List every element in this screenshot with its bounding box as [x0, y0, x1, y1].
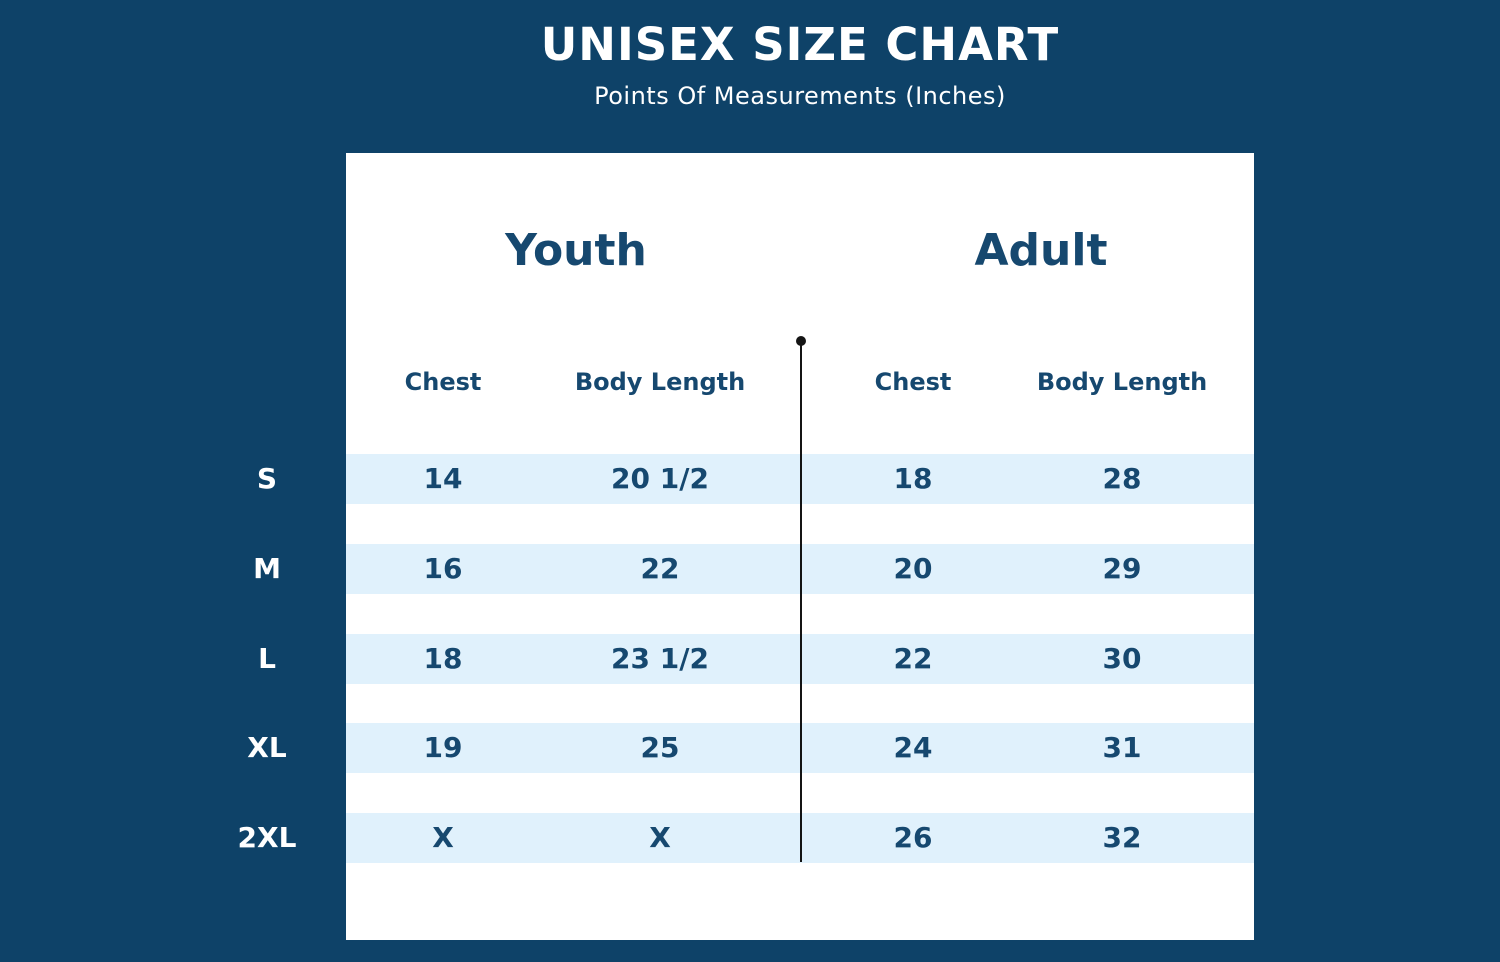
size-label: XL	[247, 731, 287, 764]
size-label: L	[258, 642, 276, 675]
youth-body-length-value: X	[649, 821, 671, 854]
size-label: 2XL	[237, 821, 297, 854]
group-title-adult: Adult	[974, 225, 1108, 276]
table-row: 2XL X X 26 32	[0, 813, 1500, 863]
size-label: S	[256, 462, 278, 495]
youth-body-length-value: 22	[640, 552, 680, 585]
youth-body-length-value: 25	[640, 731, 680, 764]
adult-body-length-value: 29	[1102, 552, 1142, 585]
table-row: M 16 22 20 29	[0, 544, 1500, 594]
table-row: L 18 23 1/2 22 30	[0, 634, 1500, 684]
adult-body-length-value: 32	[1102, 821, 1142, 854]
table-row: S 14 20 1/2 18 28	[0, 454, 1500, 504]
adult-chest-value: 22	[893, 642, 933, 675]
divider-line	[800, 341, 802, 862]
adult-body-length-value: 28	[1102, 462, 1142, 495]
group-title-youth: Youth	[505, 225, 647, 276]
page-header: UNISEX SIZE CHART Points Of Measurements…	[100, 0, 1500, 111]
adult-body-length-value: 30	[1102, 642, 1142, 675]
adult-chest-value: 18	[893, 462, 933, 495]
youth-chest-value: 19	[423, 731, 463, 764]
adult-chest-value: 26	[893, 821, 933, 854]
adult-body-length-value: 31	[1102, 731, 1142, 764]
youth-body-length-value: 23 1/2	[611, 642, 709, 675]
youth-chest-value: X	[432, 821, 454, 854]
column-header-youth-body-length: Body Length	[574, 368, 746, 396]
divider-dot	[796, 336, 806, 346]
youth-chest-value: 16	[423, 552, 463, 585]
page-title: UNISEX SIZE CHART	[540, 18, 1060, 71]
adult-chest-value: 24	[893, 731, 933, 764]
adult-chest-value: 20	[893, 552, 933, 585]
youth-body-length-value: 20 1/2	[611, 462, 709, 495]
column-header-adult-chest: Chest	[874, 368, 952, 396]
youth-chest-value: 14	[423, 462, 463, 495]
table-row: XL 19 25 24 31	[0, 723, 1500, 773]
size-label: M	[253, 552, 281, 585]
youth-chest-value: 18	[423, 642, 463, 675]
page-subtitle: Points Of Measurements (Inches)	[594, 82, 1006, 110]
column-header-adult-body-length: Body Length	[1036, 368, 1208, 396]
column-header-youth-chest: Chest	[404, 368, 482, 396]
